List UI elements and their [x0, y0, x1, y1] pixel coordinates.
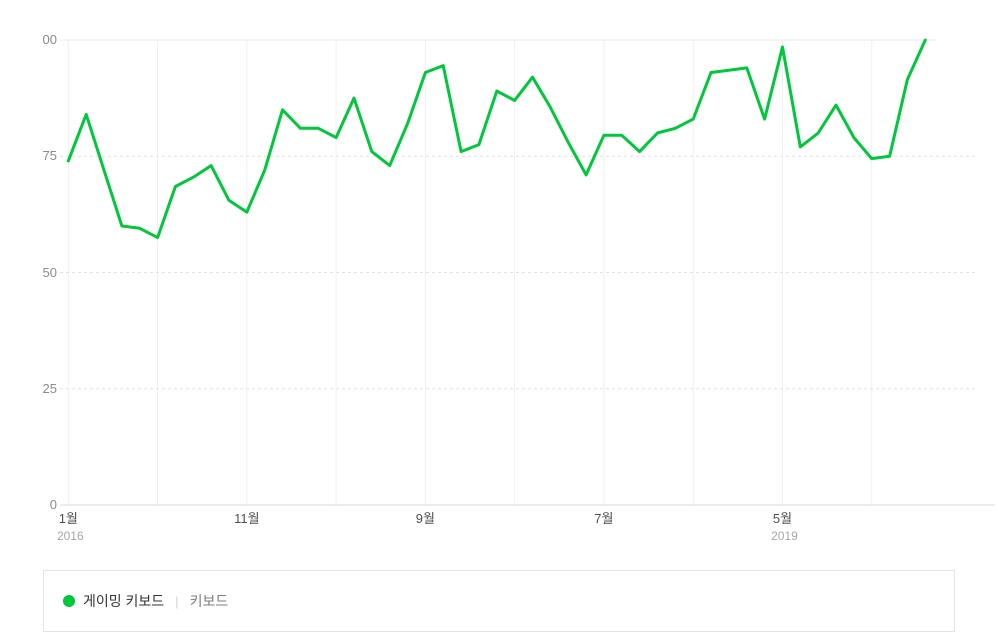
series-line-gaming-keyboard[interactable]	[66, 38, 927, 240]
x-axis-tick-label: 7월	[594, 511, 614, 526]
legend-separator: |	[175, 593, 179, 609]
trend-line-chart[interactable]	[0, 0, 998, 560]
x-axis-year-label: 2016	[56, 529, 84, 543]
x-axis-year-label: 2019	[771, 529, 798, 543]
chart-legend: 게이밍 키보드 | 키보드	[43, 570, 955, 632]
y-axis-tick-label: 50	[42, 264, 57, 280]
y-axis-tick-label: 75	[42, 148, 57, 164]
x-axis-tick-label: 5월	[772, 511, 793, 526]
x-axis-tick-label: 11월	[234, 511, 260, 526]
x-axis-tick-label: 9월	[415, 511, 435, 526]
legend-color-dot-icon	[63, 595, 75, 607]
y-axis-tick-label: 0	[49, 497, 57, 512]
legend-item-gaming-keyboard[interactable]: 게이밍 키보드	[63, 591, 164, 611]
legend-item-keyboard[interactable]: 키보드	[189, 593, 229, 609]
legend-label-active: 게이밍 키보드	[83, 593, 165, 609]
x-axis-tick-label: 1월	[58, 511, 78, 526]
y-axis-tick-label: 25	[42, 380, 57, 396]
y-axis-tick-label: 00	[42, 32, 57, 47]
